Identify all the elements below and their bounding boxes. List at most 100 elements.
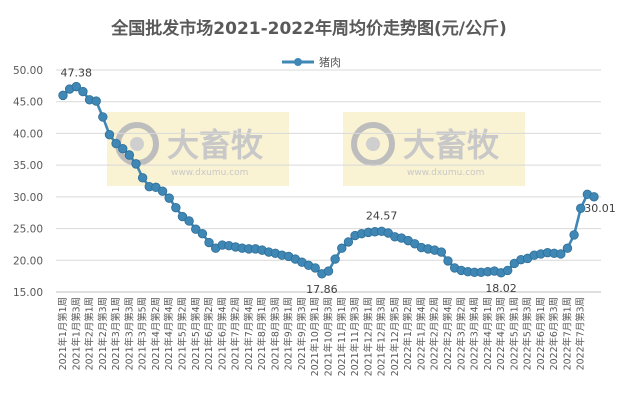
legend: 猪肉 [282, 56, 341, 69]
gridlines [56, 69, 601, 293]
data-point [310, 263, 320, 273]
x-tick-label: 2021年12月第1周 [362, 297, 374, 376]
watermark-brand: 大畜牧 [167, 126, 264, 164]
x-tick-label: 2022年2月第4周 [442, 297, 454, 370]
data-point [562, 243, 573, 253]
x-tick-label: 2021年4月第2周 [150, 297, 162, 370]
legend-marker-icon [294, 58, 302, 66]
data-point [197, 228, 208, 239]
x-tick-label: 2021年9月第1周 [283, 297, 295, 370]
data-label: 30.01 [584, 202, 616, 215]
x-tick-label: 2021年3月第3周 [123, 297, 135, 370]
data-point [191, 224, 201, 234]
watermark-url: www.dxumu.com [171, 168, 248, 178]
y-tick-label: 25.00 [13, 224, 43, 236]
data-point [436, 247, 447, 257]
watermark-brand: 大畜牧 [403, 126, 500, 164]
data-point [323, 266, 334, 276]
x-tick-label: 2021年10月第1周 [309, 297, 321, 376]
x-tick-label: 2021年3月第1周 [110, 297, 122, 370]
data-point [78, 86, 88, 97]
data-point [58, 90, 68, 101]
x-tick-label: 2021年9月第3周 [296, 297, 308, 370]
data-point [337, 243, 347, 253]
watermark-block: 大畜牧 www.dxumu.com [107, 112, 289, 186]
x-tick-label: 2021年10月第3周 [323, 297, 335, 376]
x-tick-label: 2022年4月第3周 [495, 297, 507, 370]
x-tick-label: 2021年5月第4周 [190, 297, 202, 370]
watermark-block: 大畜牧 www.dxumu.com [343, 112, 525, 186]
x-tick-label: 2022年6月第3周 [548, 297, 560, 370]
x-tick-label: 2021年12月第3周 [376, 297, 388, 376]
watermark-logo-dot-icon [366, 137, 380, 151]
x-tick-label: 2021年8月第1周 [256, 297, 268, 370]
watermark-url: www.dxumu.com [407, 168, 484, 178]
x-tick-label: 2021年7月第4周 [243, 297, 255, 370]
x-tick-label: 2021年2月第1周 [84, 297, 96, 370]
x-tick-label: 2022年6月第1周 [535, 297, 547, 370]
x-tick-label: 2021年7月第2周 [230, 297, 242, 370]
series-layer [58, 81, 599, 279]
x-tick-label: 2022年2月第2周 [429, 297, 441, 370]
y-tick-label: 50.00 [13, 65, 43, 77]
x-tick-label: 2021年6月第2周 [203, 297, 215, 370]
data-point [330, 254, 340, 264]
data-point [177, 211, 188, 222]
x-tick-label: 2021年3月第5周 [137, 297, 149, 370]
x-tick-label: 2022年1月第4周 [415, 297, 427, 370]
x-tick-label: 2021年8月第3周 [269, 297, 281, 370]
y-tick-label: 20.00 [13, 255, 43, 267]
x-tick-label: 2021年11月第3周 [349, 297, 361, 376]
data-point [157, 186, 168, 196]
x-tick-label: 2022年7月第1周 [561, 297, 573, 370]
x-tick-label: 2021年1月第1周 [57, 297, 69, 370]
x-tick-label: 2022年1月第2周 [402, 297, 414, 370]
x-tick-label: 2021年4月第4周 [163, 297, 175, 370]
x-tick-label: 2022年3月第4周 [469, 297, 481, 370]
y-tick-label: 45.00 [13, 97, 43, 109]
x-tick-label: 2022年5月第3周 [522, 297, 534, 370]
chart-title: 全国批发市场2021-2022年周均价走势图(元/公斤) [110, 18, 506, 39]
data-point [71, 81, 81, 92]
data-point [443, 256, 453, 266]
data-point [124, 150, 135, 160]
data-point [569, 230, 579, 240]
x-tick-label: 2021年12月第5周 [389, 297, 401, 376]
y-tick-label: 15.00 [13, 287, 43, 299]
data-point [343, 237, 354, 247]
data-point [184, 216, 194, 226]
data-labels: 47.38 17.86 24.57 18.02 30.01 [61, 67, 616, 296]
data-point [91, 96, 101, 106]
x-tick-label: 2022年4月第1周 [482, 297, 494, 370]
x-tick-label: 2022年7月第3周 [575, 297, 587, 370]
x-tick-label: 2021年11月第1周 [336, 297, 348, 376]
data-point [98, 112, 108, 122]
y-tick-label: 40.00 [13, 128, 43, 140]
x-tick-label: 2022年3月第2周 [455, 297, 467, 370]
data-point [137, 173, 148, 183]
data-point [118, 143, 128, 154]
data-point [576, 203, 586, 213]
data-label: 18.02 [485, 282, 517, 295]
legend-label: 猪肉 [319, 56, 341, 69]
x-tick-label: 2021年2月第3周 [97, 297, 109, 370]
y-tick-label: 35.00 [13, 160, 43, 172]
data-label: 17.86 [306, 283, 338, 296]
watermarks: 大畜牧 www.dxumu.com 大畜牧 www.dxumu.com [107, 112, 525, 186]
data-label: 24.57 [366, 209, 398, 222]
data-point [104, 129, 115, 140]
data-point [171, 202, 181, 213]
watermark-logo-icon [351, 122, 395, 166]
data-point [556, 249, 566, 259]
watermark-logo-dot-icon [130, 137, 144, 151]
data-point [164, 193, 174, 203]
data-point [589, 192, 599, 202]
y-axis: 50.00 45.00 40.00 35.00 30.00 25.00 20.00 15.00 [13, 65, 43, 299]
x-tick-label: 2021年6月第4周 [216, 297, 228, 370]
data-point [111, 138, 121, 149]
x-tick-label: 2021年5月第2周 [176, 297, 188, 370]
x-axis: 2021年1月第1周 2021年1月第3周 2021年2月第1周 2021年2月第3周… [57, 297, 587, 376]
y-tick-label: 30.00 [13, 192, 43, 204]
